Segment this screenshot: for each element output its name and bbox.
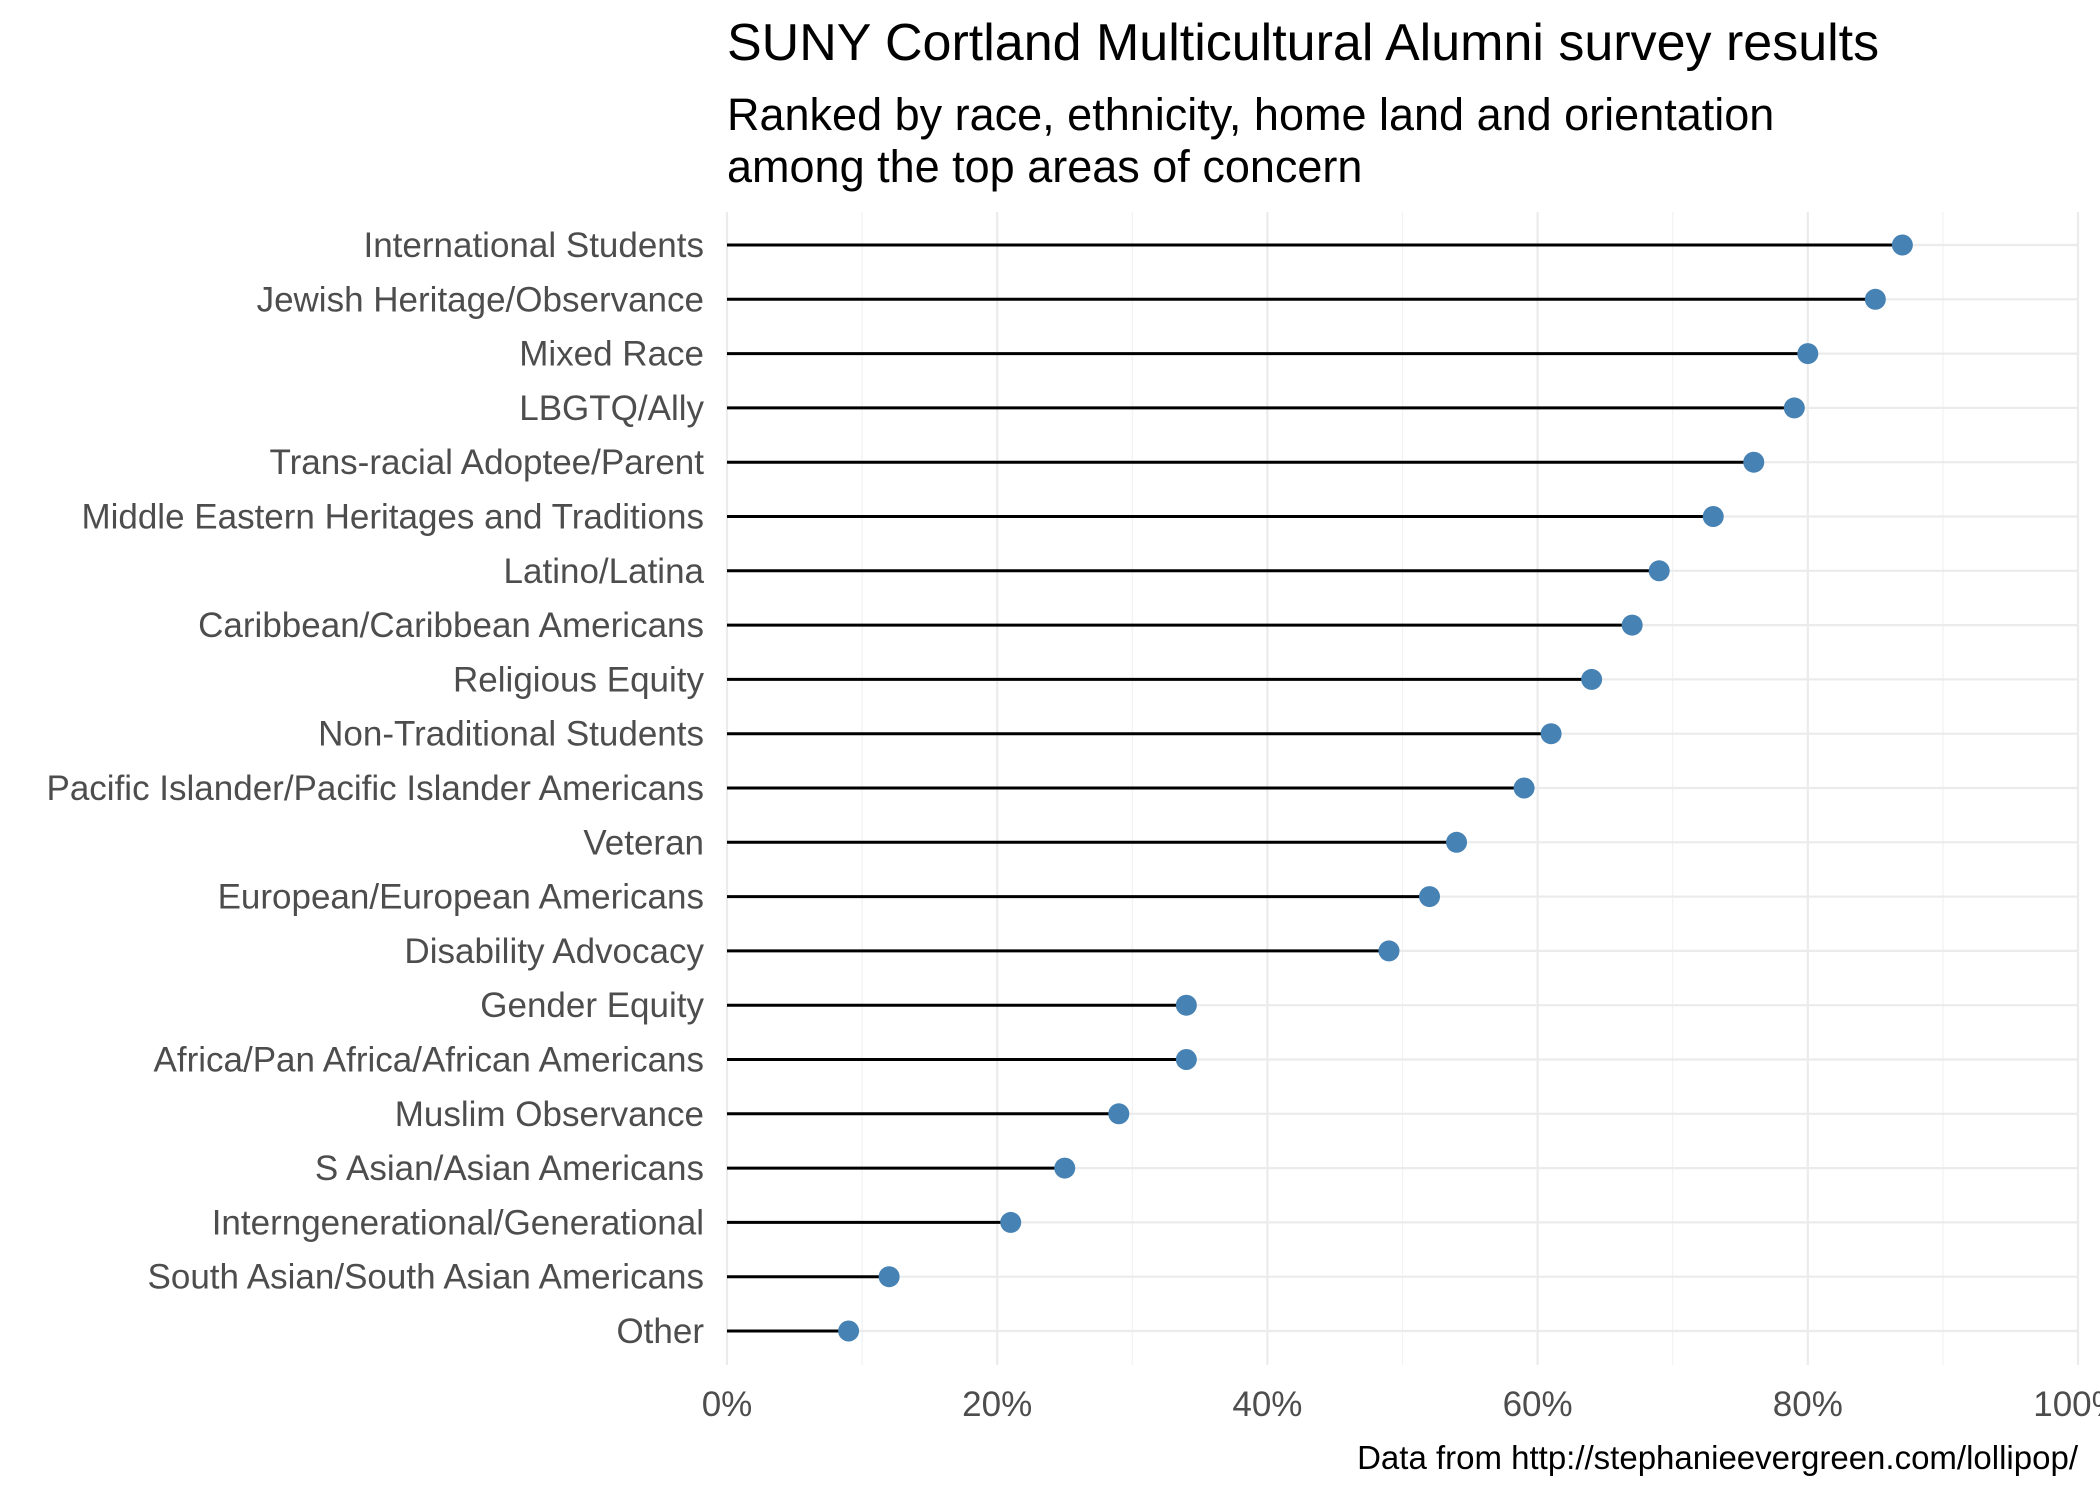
lollipop-point [838, 1320, 860, 1342]
points [838, 234, 1913, 1342]
lollipop-point [1175, 994, 1197, 1016]
category-label: Pacific Islander/Pacific Islander Americ… [47, 769, 705, 808]
category-labels: International Students Jewish Heritage/Ob… [47, 226, 705, 1351]
lollipop-point [1540, 723, 1562, 745]
category-label: S Asian/Asian Americans [315, 1149, 704, 1188]
chart-caption: Data from http://stephanieevergreen.com/… [1357, 1439, 2079, 1476]
lollipop-point [1108, 1103, 1130, 1125]
lollipop-point [1513, 777, 1535, 799]
category-label: Caribbean/Caribbean Americans [198, 606, 704, 645]
lollipop-point [1648, 560, 1670, 582]
x-tick-label: 100% [2033, 1385, 2100, 1424]
lollipop-point [1621, 614, 1643, 636]
lollipop-point [1581, 668, 1603, 690]
category-label: Other [616, 1312, 704, 1351]
category-label: European/European Americans [218, 878, 704, 917]
category-label: LBGTQ/Ally [519, 389, 704, 428]
x-tick-label: 60% [1503, 1385, 1573, 1424]
category-label: Middle Eastern Heritages and Traditions [81, 498, 704, 537]
lollipop-point [1864, 288, 1886, 310]
lollipop-point [1702, 506, 1724, 527]
x-tick-label: 40% [1232, 1385, 1302, 1424]
category-label: Veteran [583, 823, 704, 862]
x-axis-ticks: 0% 20% 40% 60% 80% 100% [702, 1385, 2100, 1424]
chart-subtitle-line-2: among the top areas of concern [727, 141, 1362, 192]
chart-title: SUNY Cortland Multicultural Alumni surve… [727, 14, 1879, 72]
category-label: South Asian/South Asian Americans [148, 1258, 704, 1297]
category-label: Religious Equity [453, 660, 704, 699]
category-label: Muslim Observance [395, 1095, 704, 1134]
lollipop-point [1797, 343, 1819, 365]
category-label: Mixed Race [519, 335, 704, 374]
lollipop-point [1378, 940, 1400, 962]
x-tick-label: 0% [702, 1385, 753, 1424]
category-label: Trans-racial Adoptee/Parent [270, 443, 705, 482]
category-label: Jewish Heritage/Observance [257, 280, 704, 319]
lollipop-point [1446, 831, 1468, 853]
category-label: Disability Advocacy [404, 932, 704, 971]
lollipop-point [1783, 397, 1805, 419]
lollipop-point [1743, 451, 1765, 473]
stems [727, 243, 1903, 1333]
lollipop-point [878, 1266, 900, 1288]
lollipop-point [1891, 234, 1913, 256]
category-label: Latino/Latina [504, 552, 705, 591]
x-tick-label: 20% [962, 1385, 1032, 1424]
lollipop-point [1419, 886, 1441, 908]
category-label: Interngenerational/Generational [212, 1203, 704, 1242]
lollipop-point [1000, 1211, 1022, 1233]
category-label: Africa/Pan Africa/African Americans [154, 1041, 705, 1080]
chart-subtitle-line-1: Ranked by race, ethnicity, home land and… [727, 89, 1774, 140]
lollipop-point [1054, 1157, 1076, 1179]
lollipop-point [1175, 1049, 1197, 1070]
category-label: International Students [363, 226, 704, 265]
x-tick-label: 80% [1773, 1385, 1843, 1424]
category-label: Non-Traditional Students [318, 715, 704, 754]
category-label: Gender Equity [480, 986, 704, 1025]
